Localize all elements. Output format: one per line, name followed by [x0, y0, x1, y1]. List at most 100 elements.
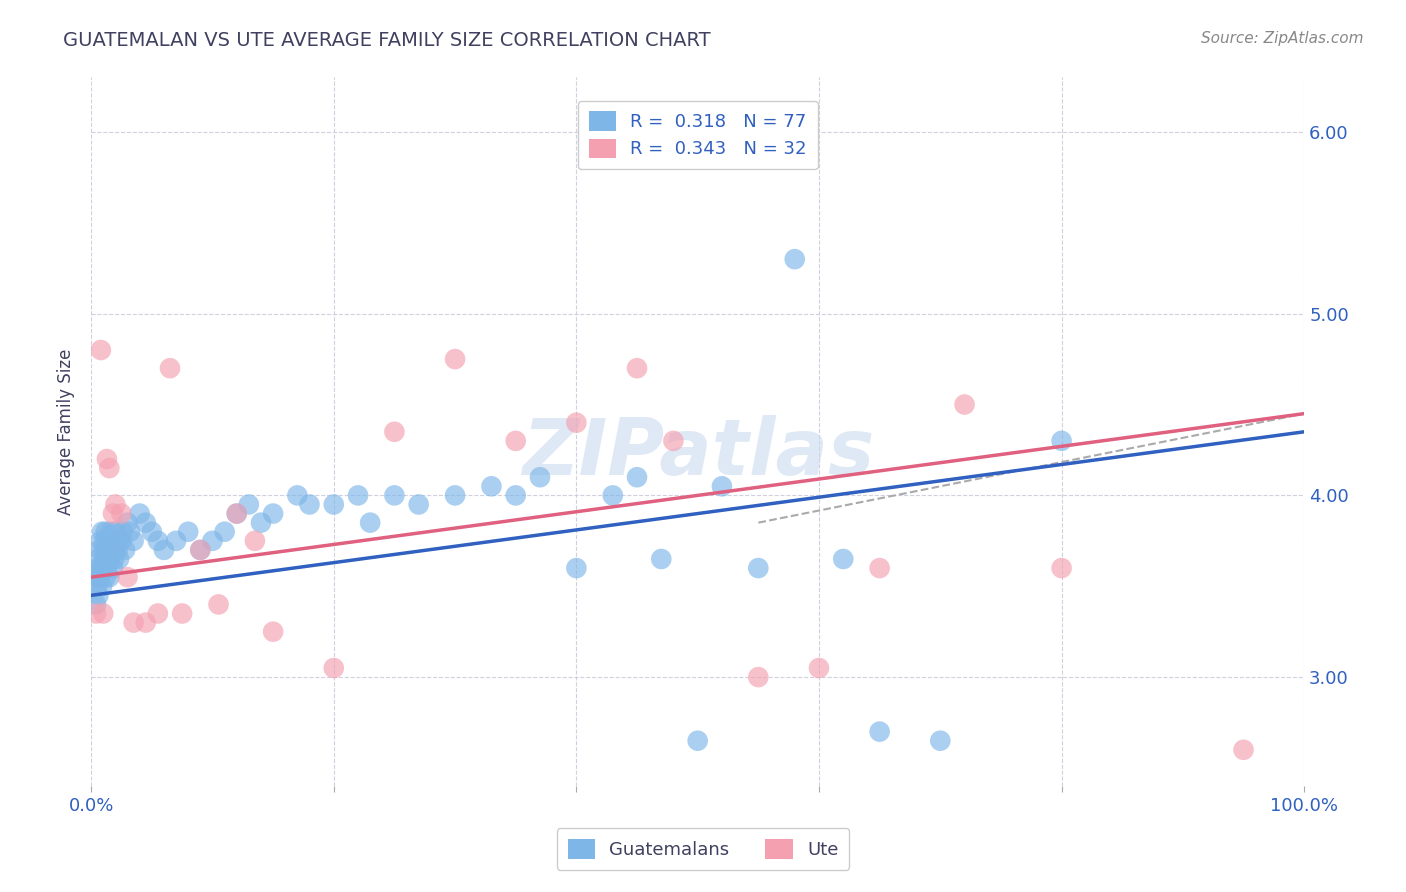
Point: [84, 598, 107, 612]
Point: [322, 661, 344, 675]
Point: [128, 507, 150, 521]
Point: [105, 533, 128, 548]
Point: [207, 598, 229, 612]
Point: [384, 425, 406, 439]
Point: [97, 552, 120, 566]
Point: [135, 516, 157, 530]
Point: [104, 498, 127, 512]
Point: [104, 542, 127, 557]
Point: [117, 570, 139, 584]
Point: [101, 533, 124, 548]
Point: [141, 524, 163, 539]
Point: [214, 524, 236, 539]
Point: [225, 507, 247, 521]
Point: [90, 561, 112, 575]
Point: [114, 542, 136, 557]
Point: [96, 452, 118, 467]
Point: [90, 343, 112, 357]
Point: [94, 524, 117, 539]
Text: Source: ZipAtlas.com: Source: ZipAtlas.com: [1201, 31, 1364, 46]
Point: [322, 498, 344, 512]
Point: [87, 552, 110, 566]
Point: [832, 552, 855, 566]
Point: [384, 488, 406, 502]
Point: [626, 361, 648, 376]
Point: [98, 461, 121, 475]
Point: [747, 670, 769, 684]
Point: [298, 498, 321, 512]
Point: [91, 561, 114, 575]
Point: [262, 624, 284, 639]
Point: [238, 498, 260, 512]
Point: [91, 579, 114, 593]
Point: [408, 498, 430, 512]
Point: [225, 507, 247, 521]
Point: [91, 607, 114, 621]
Point: [107, 542, 129, 557]
Text: ZIPatlas: ZIPatlas: [522, 415, 873, 491]
Point: [96, 561, 118, 575]
Point: [869, 724, 891, 739]
Legend: R =  0.318   N = 77, R =  0.343   N = 32: R = 0.318 N = 77, R = 0.343 N = 32: [578, 101, 817, 169]
Point: [103, 552, 125, 566]
Point: [444, 488, 467, 502]
Point: [505, 434, 527, 448]
Point: [565, 561, 588, 575]
Point: [93, 533, 115, 548]
Point: [98, 570, 121, 584]
Point: [650, 552, 672, 566]
Point: [146, 607, 169, 621]
Point: [359, 516, 381, 530]
Point: [93, 552, 115, 566]
Point: [953, 398, 976, 412]
Text: GUATEMALAN VS UTE AVERAGE FAMILY SIZE CORRELATION CHART: GUATEMALAN VS UTE AVERAGE FAMILY SIZE CO…: [63, 31, 711, 50]
Point: [86, 561, 108, 575]
Point: [1050, 561, 1073, 575]
Point: [100, 552, 122, 566]
Point: [929, 733, 952, 747]
Point: [118, 524, 141, 539]
Point: [243, 533, 266, 548]
Point: [153, 542, 176, 557]
Point: [87, 588, 110, 602]
Point: [101, 561, 124, 575]
Point: [111, 524, 134, 539]
Point: [101, 507, 124, 521]
Legend: Guatemalans, Ute: Guatemalans, Ute: [557, 828, 849, 870]
Point: [529, 470, 551, 484]
Point: [188, 542, 211, 557]
Point: [89, 542, 111, 557]
Point: [96, 542, 118, 557]
Point: [135, 615, 157, 630]
Point: [565, 416, 588, 430]
Point: [89, 570, 111, 584]
Point: [287, 488, 309, 502]
Point: [104, 524, 127, 539]
Point: [347, 488, 370, 502]
Y-axis label: Average Family Size: Average Family Size: [58, 349, 75, 515]
Point: [100, 524, 122, 539]
Point: [1050, 434, 1073, 448]
Point: [91, 542, 114, 557]
Point: [177, 524, 200, 539]
Point: [165, 533, 187, 548]
Point: [110, 507, 132, 521]
Point: [250, 516, 273, 530]
Point: [602, 488, 624, 502]
Point: [91, 524, 114, 539]
Point: [159, 361, 181, 376]
Point: [83, 570, 105, 584]
Point: [98, 533, 121, 548]
Point: [662, 434, 685, 448]
Point: [84, 607, 107, 621]
Point: [481, 479, 503, 493]
Point: [110, 533, 132, 548]
Point: [100, 542, 122, 557]
Point: [172, 607, 194, 621]
Point: [117, 516, 139, 530]
Point: [710, 479, 733, 493]
Point: [262, 507, 284, 521]
Point: [108, 552, 131, 566]
Point: [444, 352, 467, 367]
Point: [505, 488, 527, 502]
